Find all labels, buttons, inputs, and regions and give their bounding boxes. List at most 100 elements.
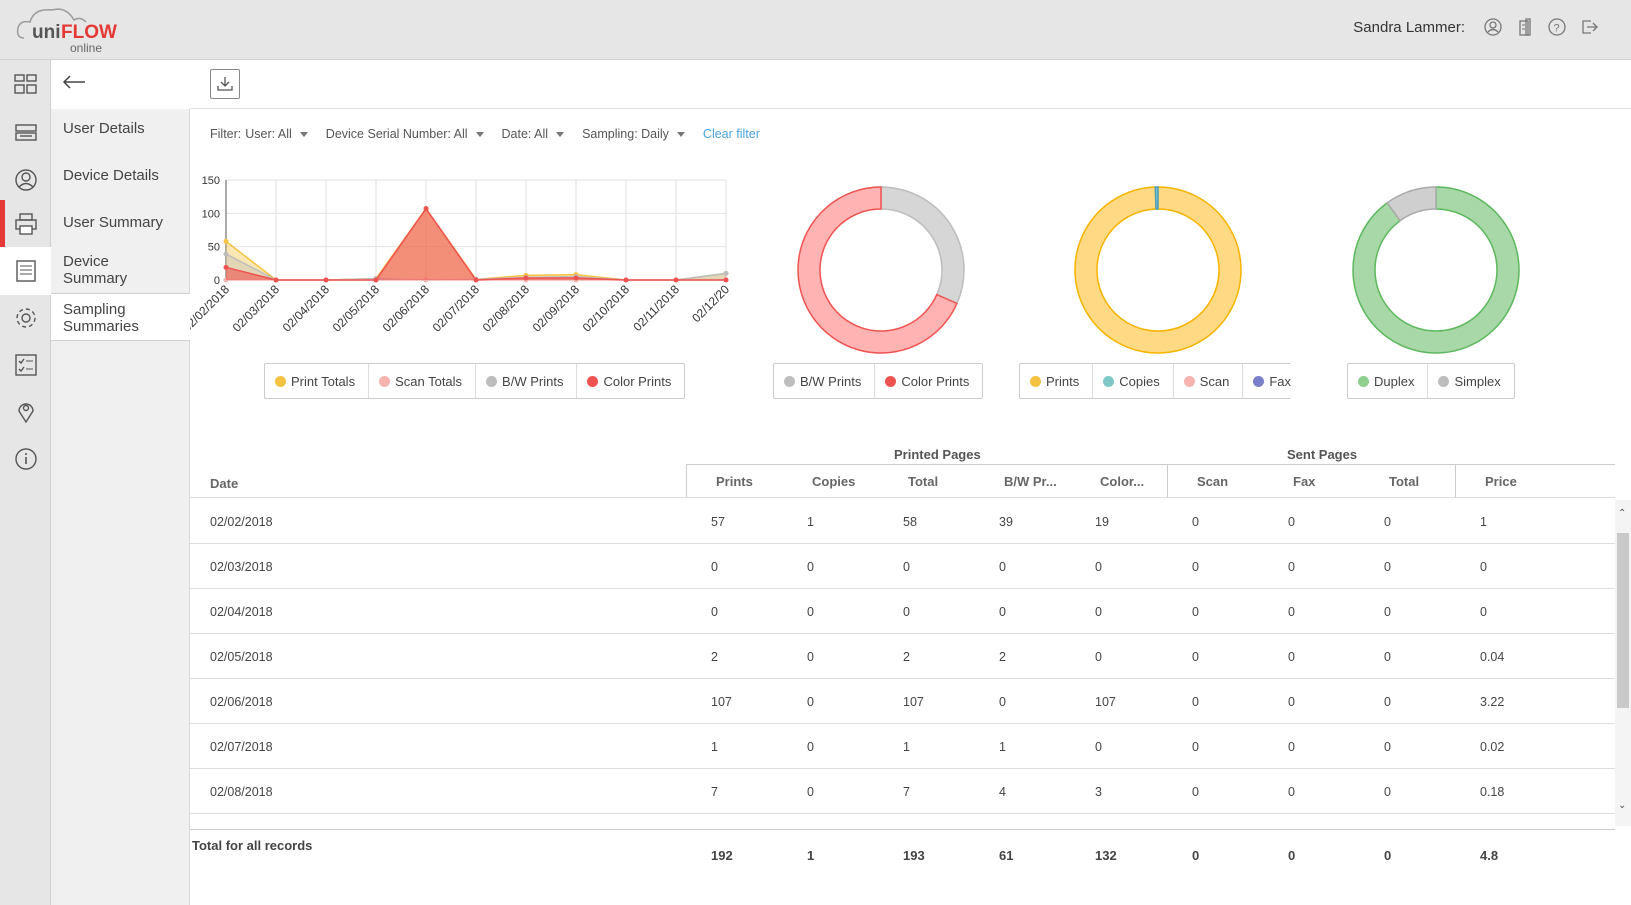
filter-date[interactable]: Date: All [502, 127, 565, 141]
filter-label: Filter: [210, 127, 242, 141]
legend-item[interactable]: Color Prints [875, 364, 982, 398]
y-tick-label: 50 [208, 242, 220, 254]
data-point[interactable] [373, 277, 379, 283]
column-header[interactable]: Date [210, 476, 239, 491]
user-name[interactable]: Sandra Lammer: [1353, 18, 1465, 36]
table-cell: 02/05/2018 [210, 650, 273, 664]
rail-location[interactable] [0, 388, 51, 436]
legend-item[interactable]: B/W Prints [476, 364, 578, 398]
back-button[interactable] [51, 60, 190, 109]
toolbar [190, 60, 1631, 109]
legend-item[interactable]: Scan [1174, 364, 1244, 398]
legend-label: Copies [1119, 373, 1160, 389]
donut-slice[interactable] [1386, 186, 1437, 222]
donut-slice[interactable] [1074, 186, 1242, 354]
column-header[interactable]: Total [1389, 474, 1420, 489]
data-point[interactable] [423, 206, 429, 212]
filter-user-label: User: All [245, 127, 292, 141]
legend-item[interactable]: Simplex [1428, 364, 1513, 398]
table-row[interactable]: 02/04/2018 0 0 0 0 0 0 0 0 0 [190, 589, 1615, 634]
table-scrollbar[interactable]: ⌃ ⌄ [1615, 500, 1631, 826]
legend-item[interactable]: Fax [1243, 364, 1291, 398]
column-header[interactable]: Scan [1197, 474, 1229, 489]
table-cell: 0 [807, 650, 814, 664]
x-tick-label: 02/03/2018 [230, 282, 283, 335]
data-point[interactable] [223, 264, 229, 270]
rail-settings[interactable] [0, 294, 51, 342]
legend-item[interactable]: B/W Prints [774, 364, 876, 398]
table-row[interactable]: 02/07/2018 1 0 1 1 0 0 0 0 0.02 [190, 724, 1615, 769]
table-cell: 0 [1192, 515, 1199, 529]
column-header[interactable]: Fax [1293, 474, 1316, 489]
subnav-device-details[interactable]: Device Details [63, 167, 159, 184]
legend-item[interactable]: Duplex [1348, 364, 1429, 398]
table-row[interactable]: 02/08/2018 7 0 7 4 3 0 0 0 0.18 [190, 769, 1615, 814]
rail-info[interactable] [0, 435, 51, 483]
subnav-sampling-summaries[interactable]: Sampling Summaries [51, 293, 190, 341]
column-header[interactable]: Prints [716, 474, 753, 489]
building-icon[interactable] [1515, 17, 1535, 37]
data-point[interactable] [673, 277, 679, 283]
data-point[interactable] [523, 275, 529, 281]
table-row[interactable]: 02/06/2018 107 0 107 0 107 0 0 0 3.22 [190, 679, 1615, 724]
legend-item[interactable]: Color Prints [577, 364, 684, 398]
data-point[interactable] [723, 277, 729, 283]
filter-device-label: Device Serial Number: All [325, 127, 468, 141]
svg-text:?: ? [1554, 23, 1560, 35]
rail-checklist[interactable] [0, 341, 51, 389]
column-header[interactable]: Copies [812, 474, 856, 489]
data-point[interactable] [273, 277, 279, 283]
donut-slice[interactable] [880, 186, 965, 305]
data-point[interactable] [223, 251, 229, 257]
donut-slice[interactable] [1352, 186, 1520, 354]
legend-item[interactable]: Prints [1020, 364, 1094, 398]
legend-item[interactable]: Scan Totals [369, 364, 477, 398]
data-point[interactable] [323, 277, 329, 283]
data-point[interactable] [573, 275, 579, 281]
info-icon [14, 448, 37, 470]
subnav-user-summary[interactable]: User Summary [63, 214, 164, 231]
scroll-up-icon[interactable]: ⌃ [1618, 508, 1627, 519]
table-cell: 0 [1288, 515, 1295, 529]
column-header[interactable]: B/W Pr... [1004, 474, 1057, 489]
donut-slice[interactable] [1154, 186, 1159, 210]
table-cell: 0 [999, 695, 1006, 709]
data-point[interactable] [223, 238, 229, 244]
filter-user[interactable]: User: All [245, 127, 308, 141]
legend-dot [1103, 375, 1115, 387]
help-icon[interactable]: ? [1547, 17, 1567, 37]
logout-icon[interactable] [1579, 17, 1599, 37]
column-header[interactable]: Color... [1100, 474, 1145, 489]
subnav-device-summary[interactable]: Device Summary [63, 253, 128, 287]
filter-device[interactable]: Device Serial Number: All [326, 127, 484, 141]
x-tick-label: 02/08/2018 [480, 282, 533, 335]
data-point[interactable] [473, 277, 479, 283]
user-circle-icon[interactable] [1483, 17, 1503, 37]
table-row[interactable]: 02/02/2018 57 1 58 39 19 0 0 0 1 [190, 499, 1615, 544]
legend-label: Duplex [1374, 373, 1415, 389]
table-cell: 39 [999, 515, 1013, 529]
table-row[interactable]: 02/05/2018 2 0 2 2 0 0 0 0 0.04 [190, 634, 1615, 679]
column-header[interactable]: Total [908, 474, 939, 489]
donut-slice[interactable] [797, 186, 958, 354]
legend-item[interactable]: Print Totals [265, 364, 370, 398]
rail-user[interactable] [0, 156, 51, 204]
download-button[interactable] [210, 69, 240, 99]
column-header[interactable]: Price [1485, 474, 1517, 489]
data-point[interactable] [623, 277, 629, 283]
rail-report[interactable] [0, 247, 51, 295]
rail-dashboard[interactable] [0, 60, 51, 108]
rail-printer-tray[interactable] [0, 108, 51, 156]
uniflow-logo[interactable]: uni FLOW online [14, 4, 144, 56]
rail-printer[interactable] [0, 200, 51, 248]
clear-filter-link[interactable]: Clear filter [702, 127, 760, 141]
table-row[interactable]: 02/03/2018 0 0 0 0 0 0 0 0 0 [190, 544, 1615, 589]
data-point[interactable] [723, 270, 729, 276]
scroll-thumb[interactable] [1617, 533, 1629, 708]
table-cell: 0 [807, 560, 814, 574]
scroll-down-icon[interactable]: ⌄ [1618, 800, 1627, 811]
filter-sampling-label: Sampling: Daily [582, 127, 669, 141]
legend-item[interactable]: Copies [1093, 364, 1174, 398]
filter-sampling[interactable]: Sampling: Daily [582, 127, 685, 141]
subnav-user-details[interactable]: User Details [63, 120, 145, 137]
